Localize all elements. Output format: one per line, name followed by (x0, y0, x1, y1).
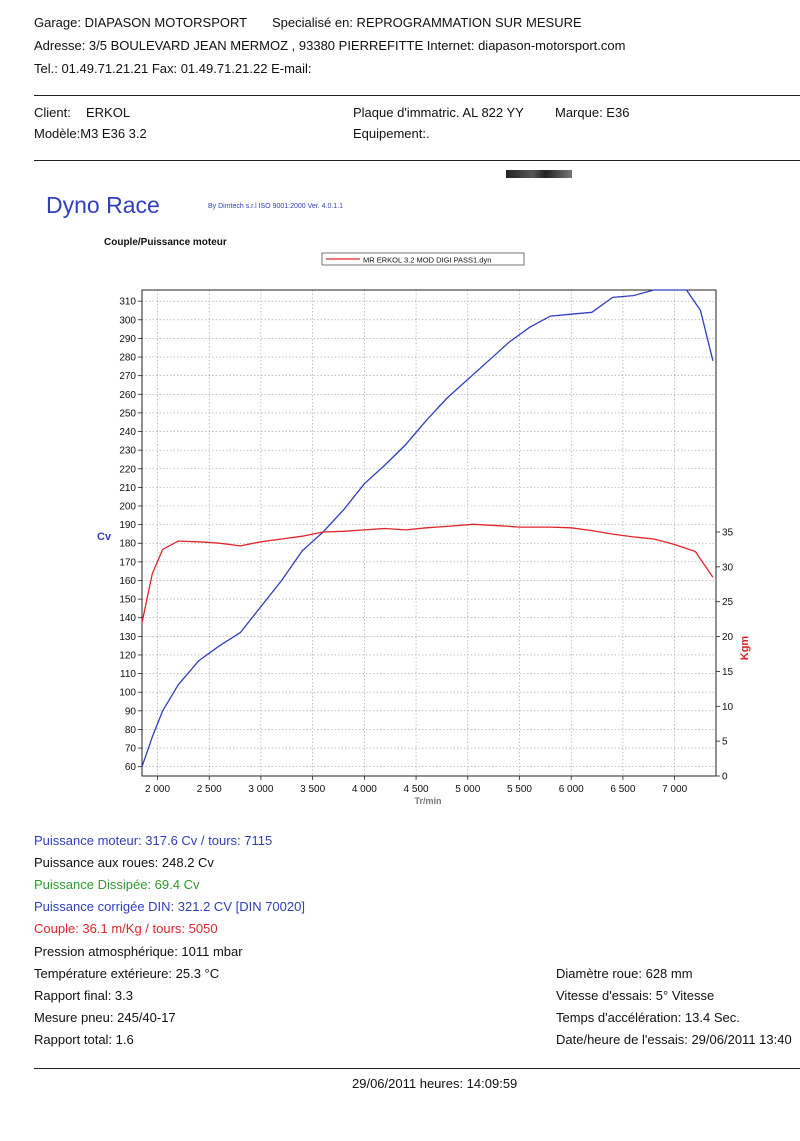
result-wheel-diameter: Diamètre roue: 628 mm (556, 966, 693, 981)
app-version: By Dimtech s.r.l ISO 9001:2000 Ver. 4.0.… (208, 203, 344, 210)
y-right-tick-label: 35 (722, 528, 734, 539)
result-test-gear: Vitesse d'essais: 5° Vitesse (556, 988, 715, 1003)
y-left-tick-label: 170 (119, 557, 136, 568)
logo-mark (506, 170, 572, 178)
y-left-tick-label: 280 (119, 353, 136, 364)
x-tick-label: 6 000 (559, 784, 584, 795)
y-left-tick-label: 100 (119, 688, 136, 699)
app-title: Dyno Race (46, 192, 160, 218)
y-right-axis-label: Kgm (739, 636, 751, 661)
vehicle-model: Modèle:M3 E36 3.2 (34, 126, 147, 141)
x-tick-label: 4 500 (404, 784, 429, 795)
y-right-tick-label: 20 (722, 632, 734, 643)
y-left-tick-label: 140 (119, 613, 136, 624)
y-left-tick-label: 310 (119, 297, 136, 308)
legend-box (321, 252, 525, 266)
result-total-ratio: Rapport total: 1.6 (34, 1032, 134, 1047)
y-left-tick-label: 270 (119, 371, 136, 382)
client-label: Client: (34, 105, 71, 120)
result-power: Puissance moteur: 317.6 Cv / tours: 7115 (34, 833, 273, 848)
result-torque: Couple: 36.1 m/Kg / tours: 5050 (34, 921, 218, 936)
chart-series (141, 289, 714, 767)
dyno-chart: Couple/Puissance moteur MR ERKOL 3.2 MOD… (97, 237, 751, 806)
result-test-datetime: Date/heure de l'essais: 29/06/2011 13:40 (556, 1032, 792, 1047)
garage-name: Garage: DIAPASON MOTORSPORT (34, 15, 248, 30)
y-left-tick-label: 200 (119, 502, 136, 513)
result-wheel-power: Puissance aux roues: 248.2 Cv (34, 855, 214, 870)
y-left-tick-label: 240 (119, 427, 136, 438)
y-left-tick-label: 90 (125, 706, 137, 717)
result-din-power: Puissance corrigée DIN: 321.2 CV [DIN 70… (34, 899, 305, 914)
vehicle-plate: Plaque d'immatric. AL 822 YY (353, 105, 524, 120)
x-axis-label: Tr/min (414, 796, 441, 806)
divider-bottom (34, 1068, 800, 1069)
vehicle-brand: Marque: E36 (555, 105, 630, 120)
y-right-tick-label: 30 (722, 562, 734, 573)
report-datetime: 29/06/2011 heures: 14:09:59 (352, 1076, 518, 1091)
x-tick-label: 6 500 (610, 784, 635, 795)
x-tick-label: 3 000 (248, 784, 273, 795)
vehicle-equipment: Equipement:. (353, 126, 430, 141)
x-tick-label: 3 500 (300, 784, 325, 795)
y-left-tick-label: 120 (119, 650, 136, 661)
x-tick-label: 7 000 (662, 784, 687, 795)
y-left-tick-label: 180 (119, 539, 136, 550)
y-left-tick-label: 250 (119, 408, 136, 419)
x-tick-label: 2 500 (197, 784, 222, 795)
power-series-line (141, 289, 714, 767)
divider-top (34, 95, 800, 96)
divider-client (34, 160, 800, 161)
result-pressure: Pression atmosphérique: 1011 mbar (34, 944, 243, 959)
plot-frame (141, 289, 717, 777)
y-left-tick-label: 70 (125, 744, 137, 755)
x-tick-label: 4 000 (352, 784, 377, 795)
chart-legend: MR ERKOL 3.2 MOD DIGI PASS1.dyn (321, 252, 525, 266)
torque-series-line (141, 523, 714, 623)
y-right-tick-label: 25 (722, 597, 734, 608)
legend-entry: MR ERKOL 3.2 MOD DIGI PASS1.dyn (363, 256, 491, 265)
x-tick-label: 5 500 (507, 784, 532, 795)
y-left-tick-label: 150 (119, 595, 136, 606)
garage-contact: Tel.: 01.49.71.21.21 Fax: 01.49.71.21.22… (34, 61, 312, 76)
y-right-tick-label: 15 (722, 667, 734, 678)
x-tick-label: 5 000 (455, 784, 480, 795)
result-dissipated-power: Puissance Dissipée: 69.4 Cv (34, 877, 200, 892)
y-right-tick-label: 10 (722, 702, 734, 713)
y-left-tick-label: 290 (119, 334, 136, 345)
client-value: ERKOL (86, 105, 131, 120)
grid-lines (142, 290, 716, 776)
y-left-tick-label: 210 (119, 483, 136, 494)
y-left-tick-label: 130 (119, 632, 136, 643)
x-tick-label: 2 000 (145, 784, 170, 795)
y-left-tick-label: 230 (119, 446, 136, 457)
result-temperature: Température extérieure: 25.3 °C (34, 966, 220, 981)
y-left-tick-label: 190 (119, 520, 136, 531)
result-tyre-size: Mesure pneu: 245/40-17 (34, 1010, 176, 1025)
y-left-tick-label: 160 (119, 576, 136, 587)
y-left-tick-label: 80 (125, 725, 137, 736)
chart-title: Couple/Puissance moteur (104, 237, 227, 248)
garage-address: Adresse: 3/5 BOULEVARD JEAN MERMOZ , 933… (34, 38, 626, 53)
y-left-tick-label: 260 (119, 390, 136, 401)
result-final-ratio: Rapport final: 3.3 (34, 988, 134, 1003)
y-left-tick-label: 110 (120, 669, 136, 680)
y-right-tick-label: 5 (722, 737, 728, 748)
y-left-tick-label: 60 (125, 762, 137, 773)
chart-axes: 2 000 2 500 3 000 3 500 4 000 4 500 5 000 5 500… (119, 289, 734, 795)
y-left-axis-label: Cv (97, 531, 112, 543)
result-accel-time: Temps d'accélération: 13.4 Sec. (556, 1010, 740, 1025)
garage-specialty: Specialisé en: REPROGRAMMATION SUR MESUR… (272, 15, 582, 30)
y-left-tick-label: 300 (119, 315, 136, 326)
y-left-tick-label: 220 (119, 464, 136, 475)
y-right-tick-label: 0 (722, 772, 728, 783)
